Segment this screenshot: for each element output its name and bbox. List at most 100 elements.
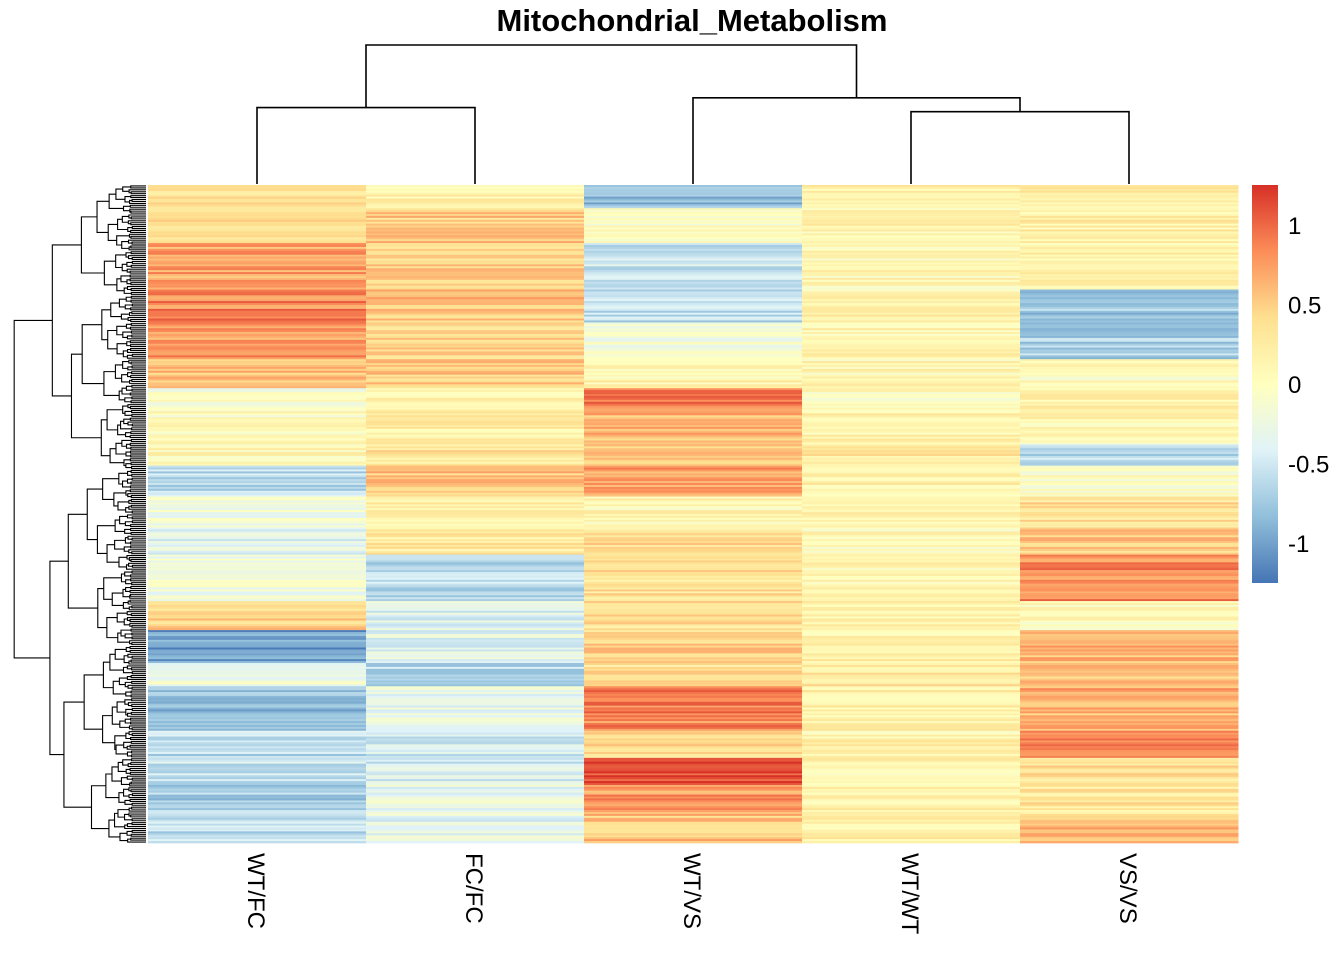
heatmap-cell <box>148 515 367 519</box>
heatmap-cell <box>366 533 585 536</box>
heatmap-cell <box>802 684 1021 687</box>
heatmap-cell <box>148 568 367 571</box>
heatmap-cell <box>1020 217 1239 221</box>
heatmap-cell <box>148 670 367 674</box>
heatmap-cell <box>148 525 367 528</box>
heatmap-cell <box>584 827 803 830</box>
heatmap-cell <box>148 773 367 776</box>
heatmap-cell <box>802 457 1021 461</box>
heatmap-cell <box>802 432 1021 436</box>
heatmap-cell <box>366 343 585 346</box>
row-dendrogram-branch <box>131 466 146 470</box>
heatmap-cell <box>1020 641 1239 645</box>
heatmap-cell <box>366 663 585 666</box>
color-legend: 10.50-0.5-1 <box>1252 185 1329 583</box>
heatmap-cell <box>584 274 803 277</box>
heatmap-cell <box>584 591 803 594</box>
heatmap-cell <box>802 291 1021 294</box>
heatmap-cell <box>1020 366 1239 370</box>
row-dendrogram-branch <box>130 191 146 195</box>
row-dendrogram-branch <box>131 802 146 806</box>
heatmap-cell <box>366 417 585 420</box>
heatmap-cell <box>1020 589 1239 592</box>
heatmap-cell <box>1020 423 1239 426</box>
row-dendrogram-branch <box>129 599 146 603</box>
heatmap-cell <box>148 223 367 226</box>
heatmap-cell <box>366 543 585 546</box>
heatmap-cell <box>366 831 585 834</box>
heatmap-cell <box>366 808 585 811</box>
heatmap-cell <box>366 341 585 345</box>
heatmap-cell <box>366 566 585 569</box>
row-dendrogram-branch <box>49 560 69 756</box>
heatmap-cell <box>802 707 1021 710</box>
heatmap-cell <box>584 723 803 726</box>
heatmap-cell <box>148 467 367 470</box>
row-dendrogram-branch <box>129 649 146 653</box>
heatmap-cell <box>1020 202 1239 205</box>
heatmap-cell <box>802 721 1021 724</box>
heatmap-cell <box>366 630 585 633</box>
heatmap-cell <box>366 550 585 554</box>
heatmap-cell <box>366 552 585 555</box>
heatmap-cell <box>802 823 1021 826</box>
row-dendrogram-branch <box>70 353 102 439</box>
heatmap-cell <box>802 587 1021 590</box>
heatmap-cell <box>148 548 367 552</box>
heatmap-cell <box>148 364 367 368</box>
heatmap-cell <box>584 552 803 555</box>
heatmap-cell <box>148 287 367 290</box>
row-dendrogram-branch <box>125 646 131 652</box>
heatmap-cell <box>366 227 585 230</box>
heatmap-cell <box>1020 639 1239 643</box>
heatmap-cell <box>148 444 367 447</box>
heatmap-cell <box>148 777 367 780</box>
heatmap-cell <box>584 223 803 226</box>
heatmap-cell <box>584 711 803 714</box>
heatmap-cell <box>802 734 1021 737</box>
heatmap-cell <box>1020 446 1239 449</box>
heatmap-cell <box>366 715 585 718</box>
heatmap-cell <box>1020 274 1239 277</box>
row-dendrogram-branch <box>130 690 146 694</box>
heatmap-cell <box>1020 635 1239 639</box>
heatmap-cell <box>584 829 803 832</box>
heatmap-cell <box>148 570 367 573</box>
heatmap-cell <box>366 817 585 821</box>
row-dendrogram-branch <box>130 446 146 450</box>
heatmap-cell <box>1020 252 1239 256</box>
heatmap-cell <box>1020 438 1239 441</box>
heatmap-cell <box>584 494 803 497</box>
heatmap-cell <box>802 341 1021 345</box>
heatmap-cell <box>584 833 803 836</box>
heatmap-cell <box>148 394 367 397</box>
heatmap-cell <box>366 577 585 581</box>
heatmap-cell <box>584 355 803 358</box>
row-dendrogram-branch <box>121 374 130 383</box>
heatmap-cell <box>148 452 367 455</box>
heatmap-cell <box>366 246 585 250</box>
heatmap-cell <box>366 200 585 203</box>
heatmap-cell <box>802 262 1021 265</box>
heatmap-cell <box>1020 270 1239 273</box>
row-dendrogram-branch <box>131 371 146 375</box>
row-dendrogram-branch <box>130 586 146 590</box>
heatmap-cell <box>148 337 367 341</box>
heatmap-cell <box>148 235 367 238</box>
row-dendrogram-branch <box>116 612 128 623</box>
heatmap-cell <box>1020 748 1239 751</box>
heatmap-cell <box>584 502 803 505</box>
heatmap-cell <box>802 239 1021 242</box>
heatmap-cell <box>802 825 1021 828</box>
row-dendrogram-branch <box>130 736 146 741</box>
heatmap-cell <box>584 788 803 792</box>
heatmap-cell <box>802 455 1021 459</box>
heatmap-cell <box>1020 448 1239 451</box>
heatmap-cell <box>1020 328 1239 331</box>
heatmap-cell <box>366 581 585 585</box>
heatmap-cell <box>366 428 585 432</box>
heatmap-cell <box>366 510 585 513</box>
row-dendrogram-branch <box>122 205 131 212</box>
heatmap-cell <box>584 541 803 544</box>
row-dendrogram-branch <box>103 260 117 286</box>
